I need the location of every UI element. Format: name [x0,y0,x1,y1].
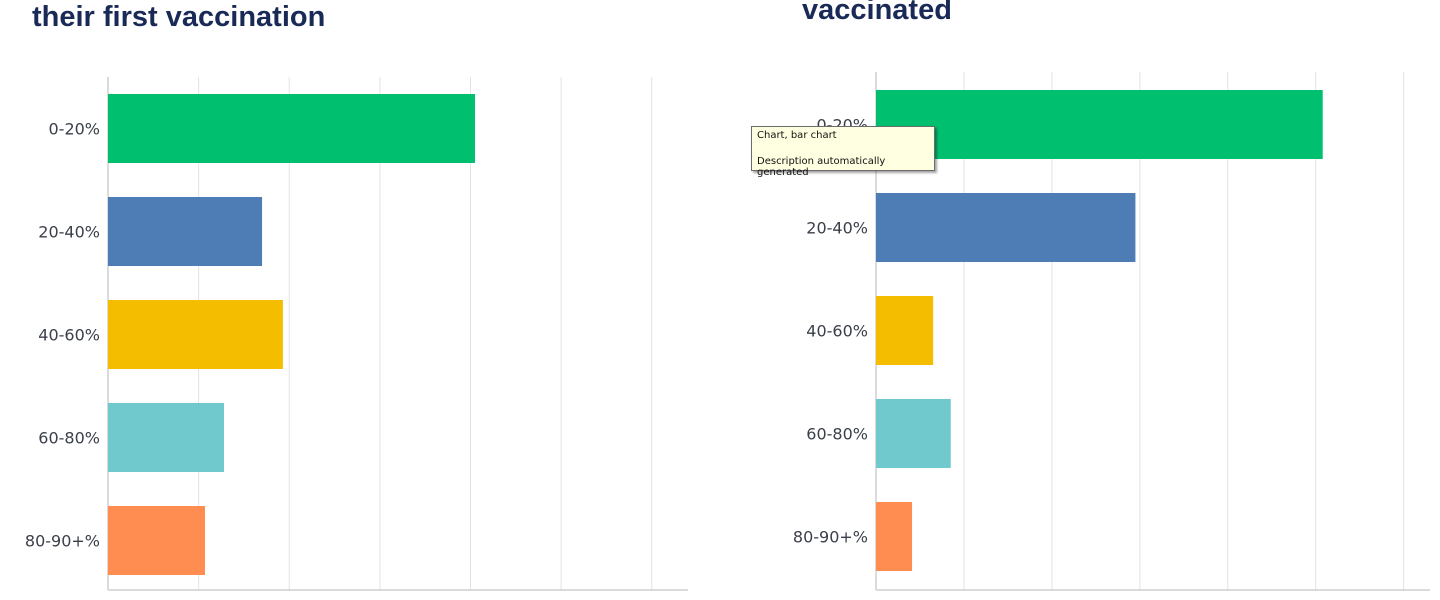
bar-0-20 [108,94,476,163]
category-label: 40-60% [38,326,100,345]
bar-60-80 [108,403,224,472]
category-label: 60-80% [38,429,100,448]
bar-chart-left: 0-20% 20-40% 40-60% 60-80% 80-90+% [25,77,688,591]
chart-title-right: vaccinated [802,0,952,26]
bar-0-20 [876,90,1323,159]
bar-20-40 [108,197,263,266]
category-label: 20-40% [806,219,868,238]
category-label: 20-40% [38,223,100,242]
bar-80-90 [876,502,913,571]
category-label: 80-90+% [25,532,100,551]
bar-40-60 [876,296,934,365]
bar-80-90 [108,506,205,575]
bar-60-80 [876,399,951,468]
category-label: 40-60% [806,322,868,341]
category-label: 60-80% [806,425,868,444]
image-alt-tooltip: Chart, bar chart Description automatical… [751,126,935,178]
tooltip-line-1: Chart, bar chart [757,130,837,141]
chart-title-left: their first vaccination [32,1,326,33]
bar-40-60 [108,300,283,369]
bar-20-40 [876,193,1136,262]
category-label: 0-20% [48,120,100,139]
category-label: 80-90+% [793,528,868,547]
tooltip-line-2: Description automatically generated [757,156,886,178]
